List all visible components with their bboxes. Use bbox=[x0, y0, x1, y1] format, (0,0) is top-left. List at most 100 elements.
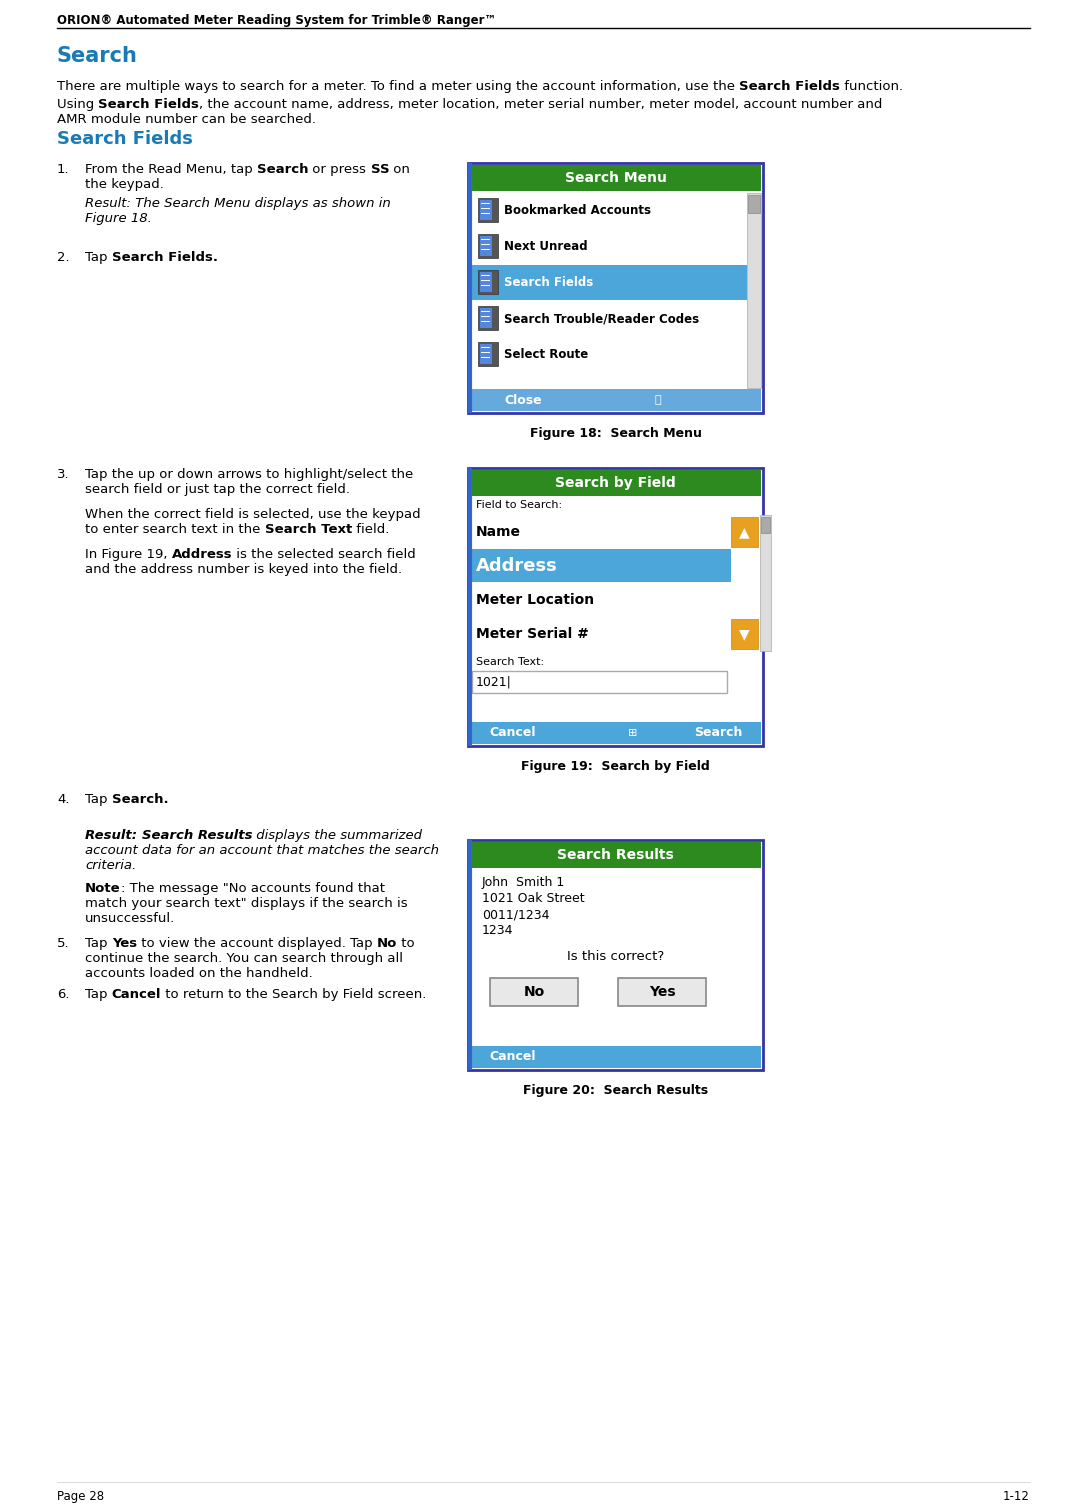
Bar bbox=[470, 1047, 761, 1068]
Bar bbox=[468, 467, 763, 746]
Text: account data for an account that matches the search: account data for an account that matches… bbox=[85, 844, 439, 857]
Text: : The message "No accounts found that: : The message "No accounts found that bbox=[121, 882, 385, 896]
Text: displays the summarized: displays the summarized bbox=[252, 829, 422, 841]
Text: Search: Search bbox=[694, 727, 742, 739]
Text: Tap: Tap bbox=[85, 988, 112, 1001]
Text: Search Fields.: Search Fields. bbox=[112, 250, 217, 264]
Text: to view the account displayed. Tap: to view the account displayed. Tap bbox=[137, 936, 377, 950]
Text: Select Route: Select Route bbox=[504, 348, 588, 362]
Text: Note: Note bbox=[85, 882, 121, 896]
Text: Close: Close bbox=[504, 394, 541, 407]
Text: 1021 Oak Street: 1021 Oak Street bbox=[482, 893, 585, 905]
Bar bbox=[478, 306, 498, 330]
Text: Search Trouble/Reader Codes: Search Trouble/Reader Codes bbox=[504, 312, 699, 326]
Bar bbox=[472, 265, 747, 300]
Text: 3.: 3. bbox=[57, 467, 70, 481]
Text: 1-12: 1-12 bbox=[1003, 1490, 1030, 1503]
Bar bbox=[470, 470, 761, 496]
Bar bbox=[730, 517, 758, 547]
Bar bbox=[478, 342, 498, 366]
Text: unsuccessful.: unsuccessful. bbox=[85, 912, 175, 924]
Text: to return to the Search by Field screen.: to return to the Search by Field screen. bbox=[161, 988, 426, 1001]
Text: or press: or press bbox=[309, 163, 371, 176]
Bar bbox=[730, 618, 758, 648]
Text: ⊞: ⊞ bbox=[628, 728, 638, 737]
Text: 🖥: 🖥 bbox=[654, 395, 661, 406]
Text: Search Results: Search Results bbox=[141, 829, 252, 841]
Bar bbox=[480, 344, 492, 363]
Text: 6.: 6. bbox=[57, 988, 70, 1001]
Text: Result:: Result: bbox=[85, 829, 141, 841]
Bar bbox=[478, 234, 498, 258]
Text: Result: The Search Menu displays as shown in: Result: The Search Menu displays as show… bbox=[85, 198, 390, 210]
Text: Address: Address bbox=[172, 547, 233, 561]
Text: , the account name, address, meter location, meter serial number, meter model, a: , the account name, address, meter locat… bbox=[199, 98, 883, 112]
Text: 5.: 5. bbox=[57, 936, 70, 950]
Bar bbox=[619, 979, 705, 1006]
Text: Search: Search bbox=[257, 163, 309, 176]
Text: accounts loaded on the handheld.: accounts loaded on the handheld. bbox=[85, 967, 313, 980]
Text: and the address number is keyed into the field.: and the address number is keyed into the… bbox=[85, 562, 402, 576]
Bar bbox=[468, 840, 763, 1071]
Bar bbox=[480, 235, 492, 256]
Bar bbox=[478, 198, 498, 222]
Text: continue the search. You can search through all: continue the search. You can search thro… bbox=[85, 952, 403, 965]
Text: Next Unread: Next Unread bbox=[504, 240, 588, 253]
Text: No: No bbox=[377, 936, 397, 950]
Text: Search.: Search. bbox=[112, 793, 168, 805]
Text: ▲: ▲ bbox=[739, 525, 749, 538]
Text: SS: SS bbox=[371, 163, 389, 176]
Text: on: on bbox=[389, 163, 410, 176]
Text: function.: function. bbox=[840, 80, 903, 93]
Bar bbox=[470, 389, 761, 412]
Text: Bookmarked Accounts: Bookmarked Accounts bbox=[504, 205, 651, 217]
Text: Figure 18:  Search Menu: Figure 18: Search Menu bbox=[529, 427, 701, 440]
Text: Search Fields: Search Fields bbox=[739, 80, 840, 93]
Text: Yes: Yes bbox=[112, 936, 137, 950]
Text: criteria.: criteria. bbox=[85, 860, 136, 872]
Text: search field or just tap the correct field.: search field or just tap the correct fie… bbox=[85, 483, 350, 496]
Text: Address: Address bbox=[476, 556, 558, 575]
Text: Cancel: Cancel bbox=[112, 988, 161, 1001]
Text: John  Smith 1: John Smith 1 bbox=[482, 876, 565, 890]
Bar bbox=[747, 193, 761, 388]
Bar bbox=[470, 841, 761, 869]
Text: Meter Location: Meter Location bbox=[476, 593, 595, 608]
Text: Search: Search bbox=[57, 47, 138, 66]
Text: Tap: Tap bbox=[85, 936, 112, 950]
Bar bbox=[472, 549, 730, 582]
Text: Tap: Tap bbox=[85, 793, 112, 805]
Text: Search Text:: Search Text: bbox=[476, 657, 545, 667]
Bar bbox=[760, 516, 771, 651]
Text: There are multiple ways to search for a meter. To find a meter using the account: There are multiple ways to search for a … bbox=[57, 80, 739, 93]
Text: Search Fields: Search Fields bbox=[504, 276, 594, 290]
Bar bbox=[490, 979, 578, 1006]
Text: 1021|: 1021| bbox=[476, 676, 512, 689]
Text: Yes: Yes bbox=[649, 985, 675, 998]
Bar bbox=[470, 164, 761, 192]
Text: Tap: Tap bbox=[85, 250, 112, 264]
Text: Search by Field: Search by Field bbox=[555, 477, 676, 490]
Text: No: No bbox=[523, 985, 545, 998]
Text: Page 28: Page 28 bbox=[57, 1490, 104, 1503]
Text: In Figure 19,: In Figure 19, bbox=[85, 547, 172, 561]
Text: Using: Using bbox=[57, 98, 99, 112]
Text: Search Fields: Search Fields bbox=[57, 130, 192, 148]
Bar bbox=[470, 722, 761, 743]
Text: Figure 18.: Figure 18. bbox=[85, 213, 152, 225]
Text: Is this correct?: Is this correct? bbox=[567, 950, 664, 964]
Text: 4.: 4. bbox=[57, 793, 70, 805]
Text: 1234: 1234 bbox=[482, 924, 513, 936]
Text: Cancel: Cancel bbox=[490, 1051, 536, 1063]
Bar bbox=[480, 271, 492, 293]
Text: From the Read Menu, tap: From the Read Menu, tap bbox=[85, 163, 257, 176]
Text: Search Results: Search Results bbox=[558, 847, 674, 863]
Text: ORION® Automated Meter Reading System for Trimble® Ranger™: ORION® Automated Meter Reading System fo… bbox=[57, 14, 497, 27]
Bar bbox=[478, 270, 498, 294]
Text: Search Fields: Search Fields bbox=[99, 98, 199, 112]
Text: 0011/1234: 0011/1234 bbox=[482, 908, 550, 921]
Text: field.: field. bbox=[352, 523, 389, 535]
Text: Cancel: Cancel bbox=[490, 727, 536, 739]
Text: is the selected search field: is the selected search field bbox=[233, 547, 416, 561]
Text: Tap the up or down arrows to highlight/select the: Tap the up or down arrows to highlight/s… bbox=[85, 467, 413, 481]
